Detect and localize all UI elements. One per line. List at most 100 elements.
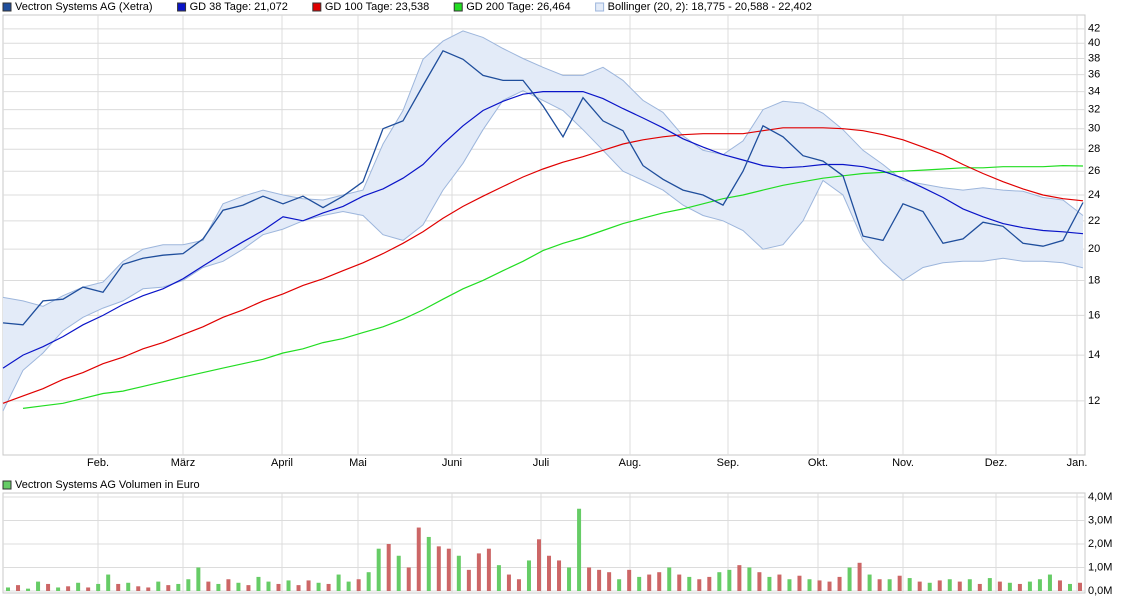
y-tick-label: 0,0M — [1088, 585, 1112, 597]
volume-bar — [86, 587, 91, 591]
volume-bar — [166, 585, 171, 591]
volume-bar — [767, 576, 772, 591]
series-line — [22, 164, 1084, 409]
volume-bar — [707, 576, 712, 591]
volume-bar — [416, 527, 421, 591]
volume-bar — [907, 578, 912, 591]
legend-label: GD 38 Tage: 21,072 — [190, 1, 288, 13]
volume-bar — [246, 585, 251, 591]
volume-bar — [196, 567, 201, 591]
x-tick-label: Feb. — [87, 457, 109, 469]
volume-bar — [46, 583, 51, 591]
x-tick-label: April — [271, 457, 293, 469]
y-tick-label: 38 — [1088, 52, 1100, 64]
volume-bar — [216, 583, 221, 591]
volume-bar — [476, 553, 481, 591]
volume-bar — [1017, 583, 1022, 591]
volume-bar — [657, 572, 662, 591]
volume-bar — [677, 574, 682, 591]
volume-bar — [26, 588, 31, 591]
x-tick-label: Nov. — [892, 457, 914, 469]
y-tick-label: 42 — [1088, 23, 1100, 35]
volume-bar — [897, 575, 902, 591]
y-tick-label: 16 — [1088, 309, 1100, 321]
volume-bar — [547, 555, 552, 591]
volume-bar — [567, 567, 572, 591]
x-tick-label: Mai — [349, 457, 367, 469]
volume-bar — [406, 567, 411, 591]
volume-bar — [617, 579, 622, 591]
volume-bar — [316, 582, 321, 591]
volume-bar — [737, 565, 742, 591]
volume-bar — [1027, 581, 1032, 591]
volume-bar — [727, 569, 732, 591]
y-tick-label: 2,0M — [1088, 538, 1112, 550]
volume-bar — [687, 576, 692, 591]
volume-bar — [126, 582, 131, 591]
legend-label: GD 100 Tage: 23,538 — [325, 1, 429, 13]
y-tick-label: 36 — [1088, 69, 1100, 81]
volume-bar — [96, 583, 101, 591]
volume-bar — [927, 582, 932, 591]
y-tick-label: 20 — [1088, 243, 1100, 255]
volume-bar — [326, 583, 331, 591]
volume-bar — [6, 587, 10, 591]
volume-bar — [937, 580, 942, 591]
volume-bar — [56, 587, 61, 591]
volume-bar — [1037, 579, 1042, 591]
volume-bar — [717, 572, 722, 591]
bollinger-lower — [2, 90, 1084, 412]
volume-bar — [917, 581, 922, 591]
volume-bar — [967, 579, 972, 591]
volume-bar — [456, 555, 461, 591]
x-tick-label: Aug. — [619, 457, 642, 469]
volume-bar — [306, 580, 311, 591]
volume-bar — [1007, 582, 1012, 591]
volume-bar — [486, 548, 491, 591]
volume-bar — [236, 582, 241, 591]
volume-bar — [176, 583, 181, 591]
volume-bar — [16, 585, 21, 591]
volume-bar — [276, 583, 281, 591]
volume-bar — [376, 548, 381, 591]
volume-bar — [346, 581, 351, 591]
volume-bar — [797, 575, 802, 591]
volume-bar — [156, 581, 161, 591]
volume-bar — [997, 581, 1002, 591]
volume-bar — [466, 569, 471, 591]
volume-bar — [256, 576, 261, 591]
legend-label: Vectron Systems AG Volumen in Euro — [15, 479, 200, 491]
volume-bar — [637, 576, 642, 591]
volume-bar — [286, 580, 291, 591]
y-tick-label: 14 — [1088, 349, 1100, 361]
volume-bar — [877, 579, 882, 591]
volume-bar — [446, 548, 451, 591]
legend-swatch — [177, 2, 187, 12]
volume-bar — [597, 569, 602, 591]
volume-bar — [76, 582, 81, 591]
volume-bar — [857, 562, 862, 591]
legend-label: Vectron Systems AG (Xetra) — [15, 1, 153, 13]
volume-bar — [516, 579, 521, 591]
volume-bar — [106, 574, 111, 591]
y-tick-label: 18 — [1088, 274, 1100, 286]
volume-bar — [647, 574, 652, 591]
volume-bar — [697, 579, 702, 591]
y-tick-label: 12 — [1088, 395, 1100, 407]
legend-swatch — [312, 2, 322, 12]
volume-bar — [577, 508, 582, 591]
volume-bar — [66, 586, 71, 591]
volume-bar — [777, 574, 782, 591]
volume-bar — [987, 578, 992, 591]
legend-label: Bollinger (20, 2): 18,775 - 20,588 - 22,… — [608, 1, 812, 13]
volume-bar — [787, 579, 792, 591]
series-line — [2, 91, 1084, 369]
legend-swatch — [453, 2, 463, 12]
volume-bar — [627, 569, 632, 591]
volume-bar — [1047, 574, 1052, 591]
volume-bar — [977, 583, 982, 591]
volume-bar — [607, 572, 612, 591]
y-tick-label: 40 — [1088, 37, 1100, 49]
volume-bar — [266, 581, 271, 591]
